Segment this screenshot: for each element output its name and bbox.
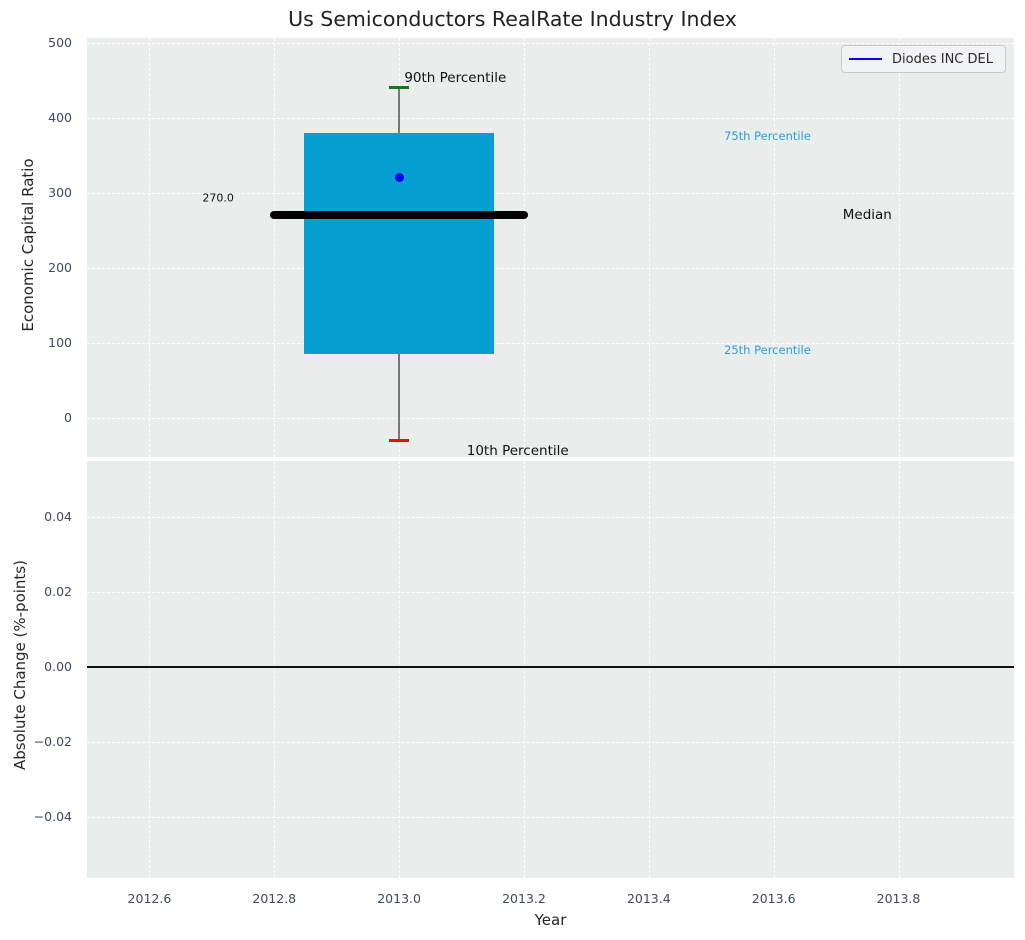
x-gridline	[149, 38, 151, 457]
legend: Diodes INC DEL	[841, 45, 1006, 73]
annotation-25th-percentile: 25th Percentile	[724, 342, 811, 357]
bottom-y-gridline	[87, 816, 1014, 818]
bottom-y-tick-label: −0.04	[33, 808, 72, 824]
p10-cap	[389, 438, 410, 442]
bottom-y-tick-label: 0.04	[44, 508, 72, 524]
bottom-y-gridline	[87, 741, 1014, 743]
top-y-gridline	[87, 42, 1014, 44]
top-y-tick-label: 400	[48, 109, 72, 125]
x-tick-label: 2013.4	[626, 891, 671, 906]
annotation-270-0: 270.0	[202, 191, 234, 205]
x-gridline	[773, 461, 775, 878]
top-y-gridline	[87, 117, 1014, 119]
bottom-y-tick-label: 0.00	[44, 658, 72, 674]
annotation-90th-percentile: 90th Percentile	[404, 69, 507, 86]
top-plot-area	[87, 38, 1014, 457]
bottom-y-tick-label: −0.02	[33, 733, 72, 749]
annotation-10th-percentile: 10th Percentile	[466, 442, 569, 459]
x-gridline	[648, 38, 650, 457]
x-gridline	[773, 38, 775, 457]
annotation-75th-percentile: 75th Percentile	[724, 129, 811, 144]
x-tick-label: 2013.0	[377, 891, 421, 906]
p90-cap	[389, 86, 410, 90]
x-tick-label: 2012.8	[252, 891, 297, 906]
top-y-tick-label: 300	[48, 184, 72, 200]
x-tick-label: 2013.2	[502, 891, 546, 906]
x-tick-label: 2013.8	[876, 891, 921, 906]
x-gridline	[523, 38, 525, 457]
x-gridline	[399, 461, 401, 878]
top-y-tick-label: 100	[48, 334, 72, 350]
x-tick-label: 2012.6	[127, 891, 172, 906]
x-gridline	[523, 461, 525, 878]
x-gridline	[274, 38, 276, 457]
x-gridline	[898, 38, 900, 457]
bottom-y-tick-label: 0.02	[44, 583, 72, 599]
top-y-tick-label: 0	[64, 409, 72, 425]
legend-line-swatch	[849, 57, 882, 61]
iqr-box	[304, 132, 494, 355]
bottom-y-gridline	[87, 591, 1014, 593]
x-tick-label: 2013.6	[751, 891, 796, 906]
x-gridline	[149, 461, 151, 878]
x-gridline	[898, 461, 900, 878]
company-marker-dot	[394, 173, 404, 183]
top-y-tick-label: 500	[48, 34, 72, 50]
top-y-gridline	[87, 342, 1014, 344]
top-y-gridline	[87, 267, 1014, 269]
bottom-y-axis-label: Absolute Change (%-points)	[11, 560, 29, 770]
chart-title: Us Semiconductors RealRate Industry Inde…	[288, 7, 737, 31]
median-line	[269, 211, 529, 220]
annotation-median: Median	[842, 207, 892, 224]
x-gridline	[648, 461, 650, 878]
top-y-tick-label: 200	[48, 259, 72, 275]
top-y-axis-label: Economic Capital Ratio	[19, 158, 37, 332]
top-y-gridline	[87, 192, 1014, 194]
top-y-gridline	[87, 417, 1014, 419]
x-gridline	[274, 461, 276, 878]
zero-line	[87, 666, 1014, 668]
bottom-plot-area	[87, 461, 1014, 878]
legend-label: Diodes INC DEL	[892, 51, 993, 67]
bottom-y-gridline	[87, 516, 1014, 518]
x-axis-label: Year	[534, 911, 567, 929]
